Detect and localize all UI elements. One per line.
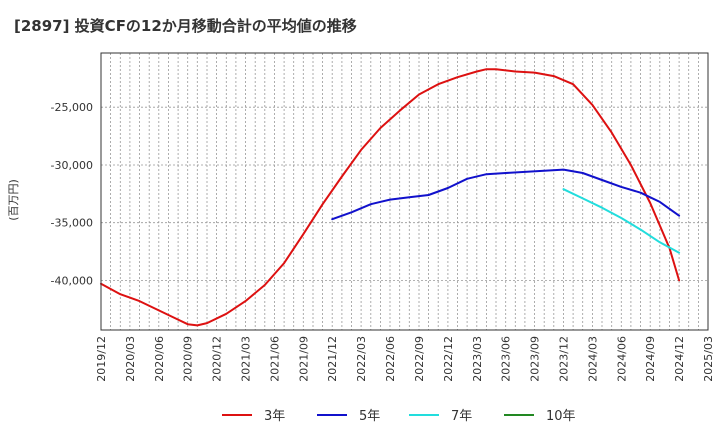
x-tick-label: 2020/03: [124, 336, 137, 382]
x-tick-label: 2021/12: [326, 336, 339, 382]
x-tick-label: 2022/06: [384, 336, 397, 382]
x-tick-label: 2021/09: [297, 336, 310, 382]
x-tick-label: 2025/03: [702, 336, 715, 382]
x-tick-labels: 2019/12 2020/03 2020/06 2020/09 2020/12 2021/…: [95, 336, 715, 382]
x-tick-label: 2024/03: [586, 336, 599, 382]
legend-label: 10年: [546, 409, 576, 424]
x-tick-label: 2021/06: [268, 336, 281, 382]
legend-label: 3年: [264, 409, 285, 424]
series-line: [100, 68, 681, 327]
x-tick-label: 2022/03: [355, 336, 368, 382]
x-tick-label: 2022/12: [442, 336, 455, 382]
x-tick-label: 2023/09: [529, 336, 542, 382]
x-tick-label: 2023/06: [500, 336, 513, 382]
x-tick-label: 2021/03: [240, 336, 253, 382]
y-tick-label: -30,000: [51, 159, 93, 172]
x-tick-label: 2022/09: [413, 336, 426, 382]
y-tick-label: -25,000: [51, 101, 93, 114]
x-tick-label: 2019/12: [95, 336, 108, 382]
x-tick-label: 2020/06: [153, 336, 166, 382]
series-line: [562, 188, 681, 254]
x-tick-label: 2024/12: [673, 336, 686, 382]
x-tick-label: 2023/03: [471, 336, 484, 382]
y-axis-label: (百万円): [7, 179, 20, 221]
legend-label: 7年: [451, 409, 472, 424]
series-lines: [100, 68, 681, 327]
series-line: [331, 168, 681, 221]
x-tick-label: 2020/12: [211, 336, 224, 382]
x-tick-label: 2020/09: [182, 336, 195, 382]
x-tick-label: 2024/06: [615, 336, 628, 382]
y-tick-labels: -25,000 -30,000 -35,000 -40,000: [51, 101, 93, 287]
x-tick-label: 2023/12: [558, 336, 571, 382]
plot-area: [100, 52, 709, 331]
grid: [101, 53, 708, 330]
legend-label: 5年: [359, 409, 380, 424]
y-tick-label: -40,000: [51, 274, 93, 287]
chart-title: [2897] 投資CFの12か月移動合計の平均値の推移: [14, 17, 357, 35]
y-tick-label: -35,000: [51, 217, 93, 230]
x-tick-label: 2024/09: [644, 336, 657, 382]
legend: 3年 5年 7年 10年: [222, 409, 576, 424]
